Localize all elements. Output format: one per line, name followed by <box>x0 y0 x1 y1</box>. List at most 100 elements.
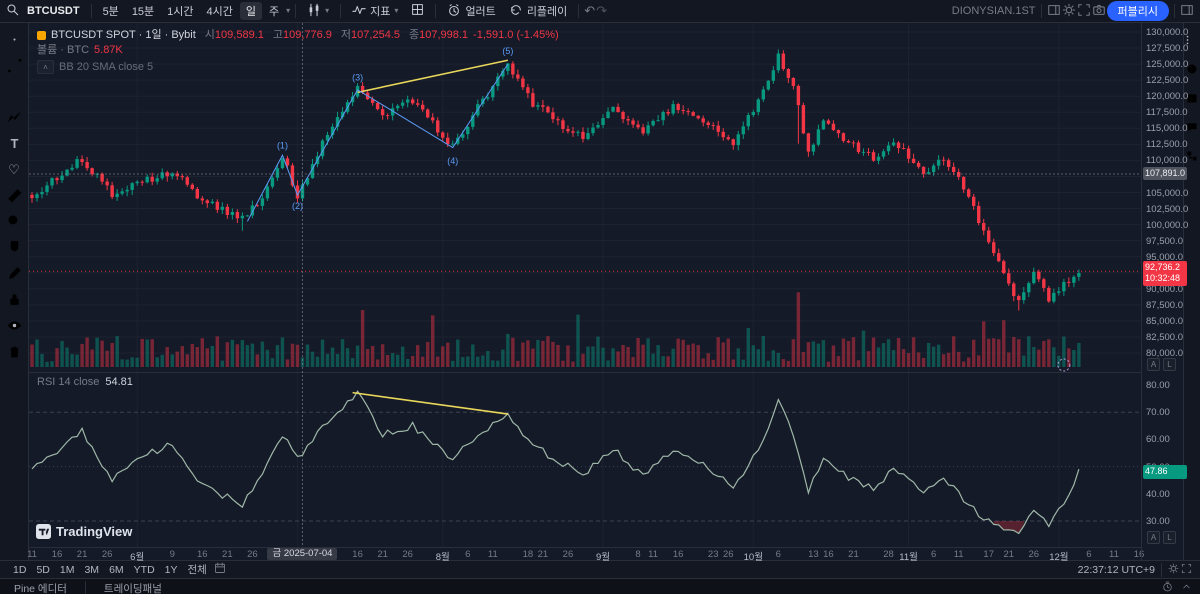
trading-panel-tab[interactable]: 트레이딩패널 <box>103 582 162 594</box>
alerts-clock-icon[interactable] <box>1186 62 1199 75</box>
crosshair-cursor-icon[interactable] <box>4 30 24 49</box>
range-button-1m[interactable]: 1M <box>59 563 75 576</box>
maximize-pane-icon[interactable] <box>1181 563 1192 577</box>
go-to-date-calendar-icon[interactable] <box>214 562 226 577</box>
symbol-search-button[interactable]: BTCUSDT <box>21 4 86 18</box>
collapse-panel-chevron-icon[interactable] <box>1181 581 1192 594</box>
range-button-ytd[interactable]: YTD <box>133 563 155 576</box>
magnet-icon[interactable] <box>4 238 24 257</box>
price-scale-label: 105,000.0 <box>1146 187 1189 199</box>
trend-line-icon[interactable] <box>4 56 24 75</box>
range-button-6m[interactable]: 6M <box>109 563 124 576</box>
settings-gear-icon[interactable] <box>1062 3 1076 20</box>
text-tool-icon[interactable]: T <box>4 134 24 153</box>
panel-toggle-icon[interactable] <box>1180 3 1194 20</box>
watchlist-icon[interactable] <box>1186 33 1199 46</box>
ohlc-open-key: 시 <box>204 29 215 41</box>
timeframe-5m[interactable]: 5분 <box>102 6 119 18</box>
indicators-button[interactable]: 지표 ▾ <box>346 2 404 21</box>
range-button-5d[interactable]: 5D <box>36 563 50 576</box>
indicators-caret: ▾ <box>394 6 399 15</box>
rsi-log-scale-toggle[interactable]: L <box>1163 531 1176 544</box>
rsi-legend-row[interactable]: RSI 14 close 54.81 <box>37 376 133 388</box>
object-tree-icon[interactable] <box>1186 149 1199 162</box>
range-button-3m[interactable]: 3M <box>84 563 100 576</box>
toolbar-separator <box>1040 4 1042 18</box>
price-scale-label: 130,000.0 <box>1146 27 1189 38</box>
range-button-1d[interactable]: 1D <box>13 563 27 576</box>
rsi-auto-scale-toggle[interactable]: A <box>1147 531 1160 544</box>
axis-day-label: 21 <box>377 549 388 560</box>
left-drawing-toolbar: T ♡ <box>0 23 29 560</box>
price-scale-label: 112,500.0 <box>1146 139 1188 151</box>
chart-plot-area[interactable]: (1) (2) (3) (4) (5) BTCUSDT SPOT · 1일 · Bybi… <box>27 23 1144 563</box>
tradingview-logo[interactable]: TradingView <box>36 524 132 539</box>
toolbar-separator <box>1174 4 1175 18</box>
legend-title: BTCUSDT SPOT · 1일 · Bybit <box>51 29 196 41</box>
pencil-draw-icon[interactable] <box>4 264 24 283</box>
search-icon[interactable] <box>6 3 20 20</box>
rsi-label: RSI 14 close <box>37 376 100 388</box>
scale-settings-gear-icon[interactable] <box>1168 563 1179 577</box>
layouts-icon[interactable] <box>1047 3 1061 20</box>
axis-day-label: 28 <box>883 549 894 560</box>
log-scale-toggle[interactable]: L <box>1163 358 1176 371</box>
auto-scale-toggle[interactable]: A <box>1147 358 1160 371</box>
replay-button[interactable]: 리플레이 <box>503 2 573 21</box>
price-scale-label: 90,000.0 <box>1146 283 1183 295</box>
symbol-legend-row[interactable]: BTCUSDT SPOT · 1일 · Bybit 시109,589.1 고10… <box>37 28 559 43</box>
pine-editor-tab[interactable]: Pine 에디터 <box>14 582 67 594</box>
axis-day-label: 26 <box>562 549 574 560</box>
timeframe-1w[interactable]: 주 <box>269 6 280 18</box>
price-scale[interactable]: 107,891.0 92,736.2 10:32:48 47.86 A L A … <box>1141 23 1189 560</box>
publish-button[interactable]: 퍼블리시 <box>1106 1 1169 21</box>
chart-region: (1) (2) (3) (4) (5) BTCUSDT SPOT · 1일 · Bybi… <box>27 23 1189 563</box>
change-value: -1,591.0 (-1.45%) <box>473 29 559 41</box>
fib-retracement-icon[interactable] <box>4 82 24 101</box>
fullscreen-icon[interactable] <box>1077 3 1091 20</box>
axis-day-label: 26 <box>722 549 734 560</box>
indicators-icon <box>352 3 366 20</box>
hide-drawings-eye-icon[interactable] <box>4 316 24 335</box>
volume-legend-row[interactable]: 볼륨 · BTC 5.87K <box>37 43 559 58</box>
toolbar-separator <box>578 4 580 18</box>
ohlc-open-value: 109,589.1 <box>214 29 264 41</box>
price-scale-label: 80,000.0 <box>1146 348 1183 359</box>
chat-icon[interactable] <box>1186 120 1199 133</box>
axis-day-label: 21 <box>1003 549 1015 560</box>
clock-timezone[interactable]: 22:37:12 UTC+9 <box>1077 563 1155 576</box>
timeframe-15m[interactable]: 15분 <box>131 6 155 18</box>
undo-button[interactable]: ↶ <box>584 3 596 18</box>
calendar-icon[interactable] <box>1186 91 1199 104</box>
legend-collapse-button[interactable]: ˄ <box>37 60 54 74</box>
zoom-icon[interactable] <box>4 212 24 231</box>
bottom-range-bar: 1D 5D 1M 3M 6M YTD 1Y 전체 22:37:12 UTC+9 <box>0 560 1200 578</box>
timeframe-1d-active[interactable]: 일 <box>239 2 263 20</box>
lock-drawings-icon[interactable] <box>4 290 24 309</box>
snapshot-camera-icon[interactable] <box>1092 3 1106 20</box>
timer-icon[interactable] <box>1162 581 1173 594</box>
toolbar-separator <box>90 4 92 18</box>
indicator-templates-button[interactable] <box>405 2 430 20</box>
timeframe-1h[interactable]: 1시간 <box>167 6 194 18</box>
redo-button[interactable]: ↷ <box>596 3 608 18</box>
username[interactable]: DIONYSIAN.1ST <box>951 5 1036 17</box>
range-button-1y[interactable]: 1Y <box>164 563 178 576</box>
range-button-전체[interactable]: 전체 <box>187 564 207 576</box>
alert-button[interactable]: 얼러트 <box>441 2 501 21</box>
timeframe-menu-caret[interactable]: ▾ <box>286 6 291 15</box>
delete-drawings-trash-icon[interactable] <box>4 342 24 361</box>
pattern-tool-icon[interactable] <box>4 108 24 127</box>
time-axis[interactable]: 금 2025-07-04 11 16 21 26 6월 9 16 21 26 11 16 21 26 8월… <box>27 547 1144 563</box>
indicator-legend-row[interactable]: ˄ BB 20 SMA close 5 <box>37 58 559 76</box>
axis-month-label: 10월 <box>743 552 763 563</box>
measure-ruler-icon[interactable] <box>4 186 24 205</box>
axis-month-label: 9월 <box>596 552 611 563</box>
emoji-tool-icon[interactable]: ♡ <box>8 161 20 177</box>
timeframe-4h[interactable]: 4시간 <box>206 6 233 18</box>
price-scale-label: 87,500.0 <box>1146 299 1183 311</box>
price-chart-canvas[interactable]: (1) (2) (3) (4) (5) <box>29 23 1141 547</box>
toolbar-separator <box>340 4 342 18</box>
chart-style-button[interactable]: ▾ <box>301 2 335 21</box>
axis-month-label: 12월 <box>1049 552 1069 563</box>
